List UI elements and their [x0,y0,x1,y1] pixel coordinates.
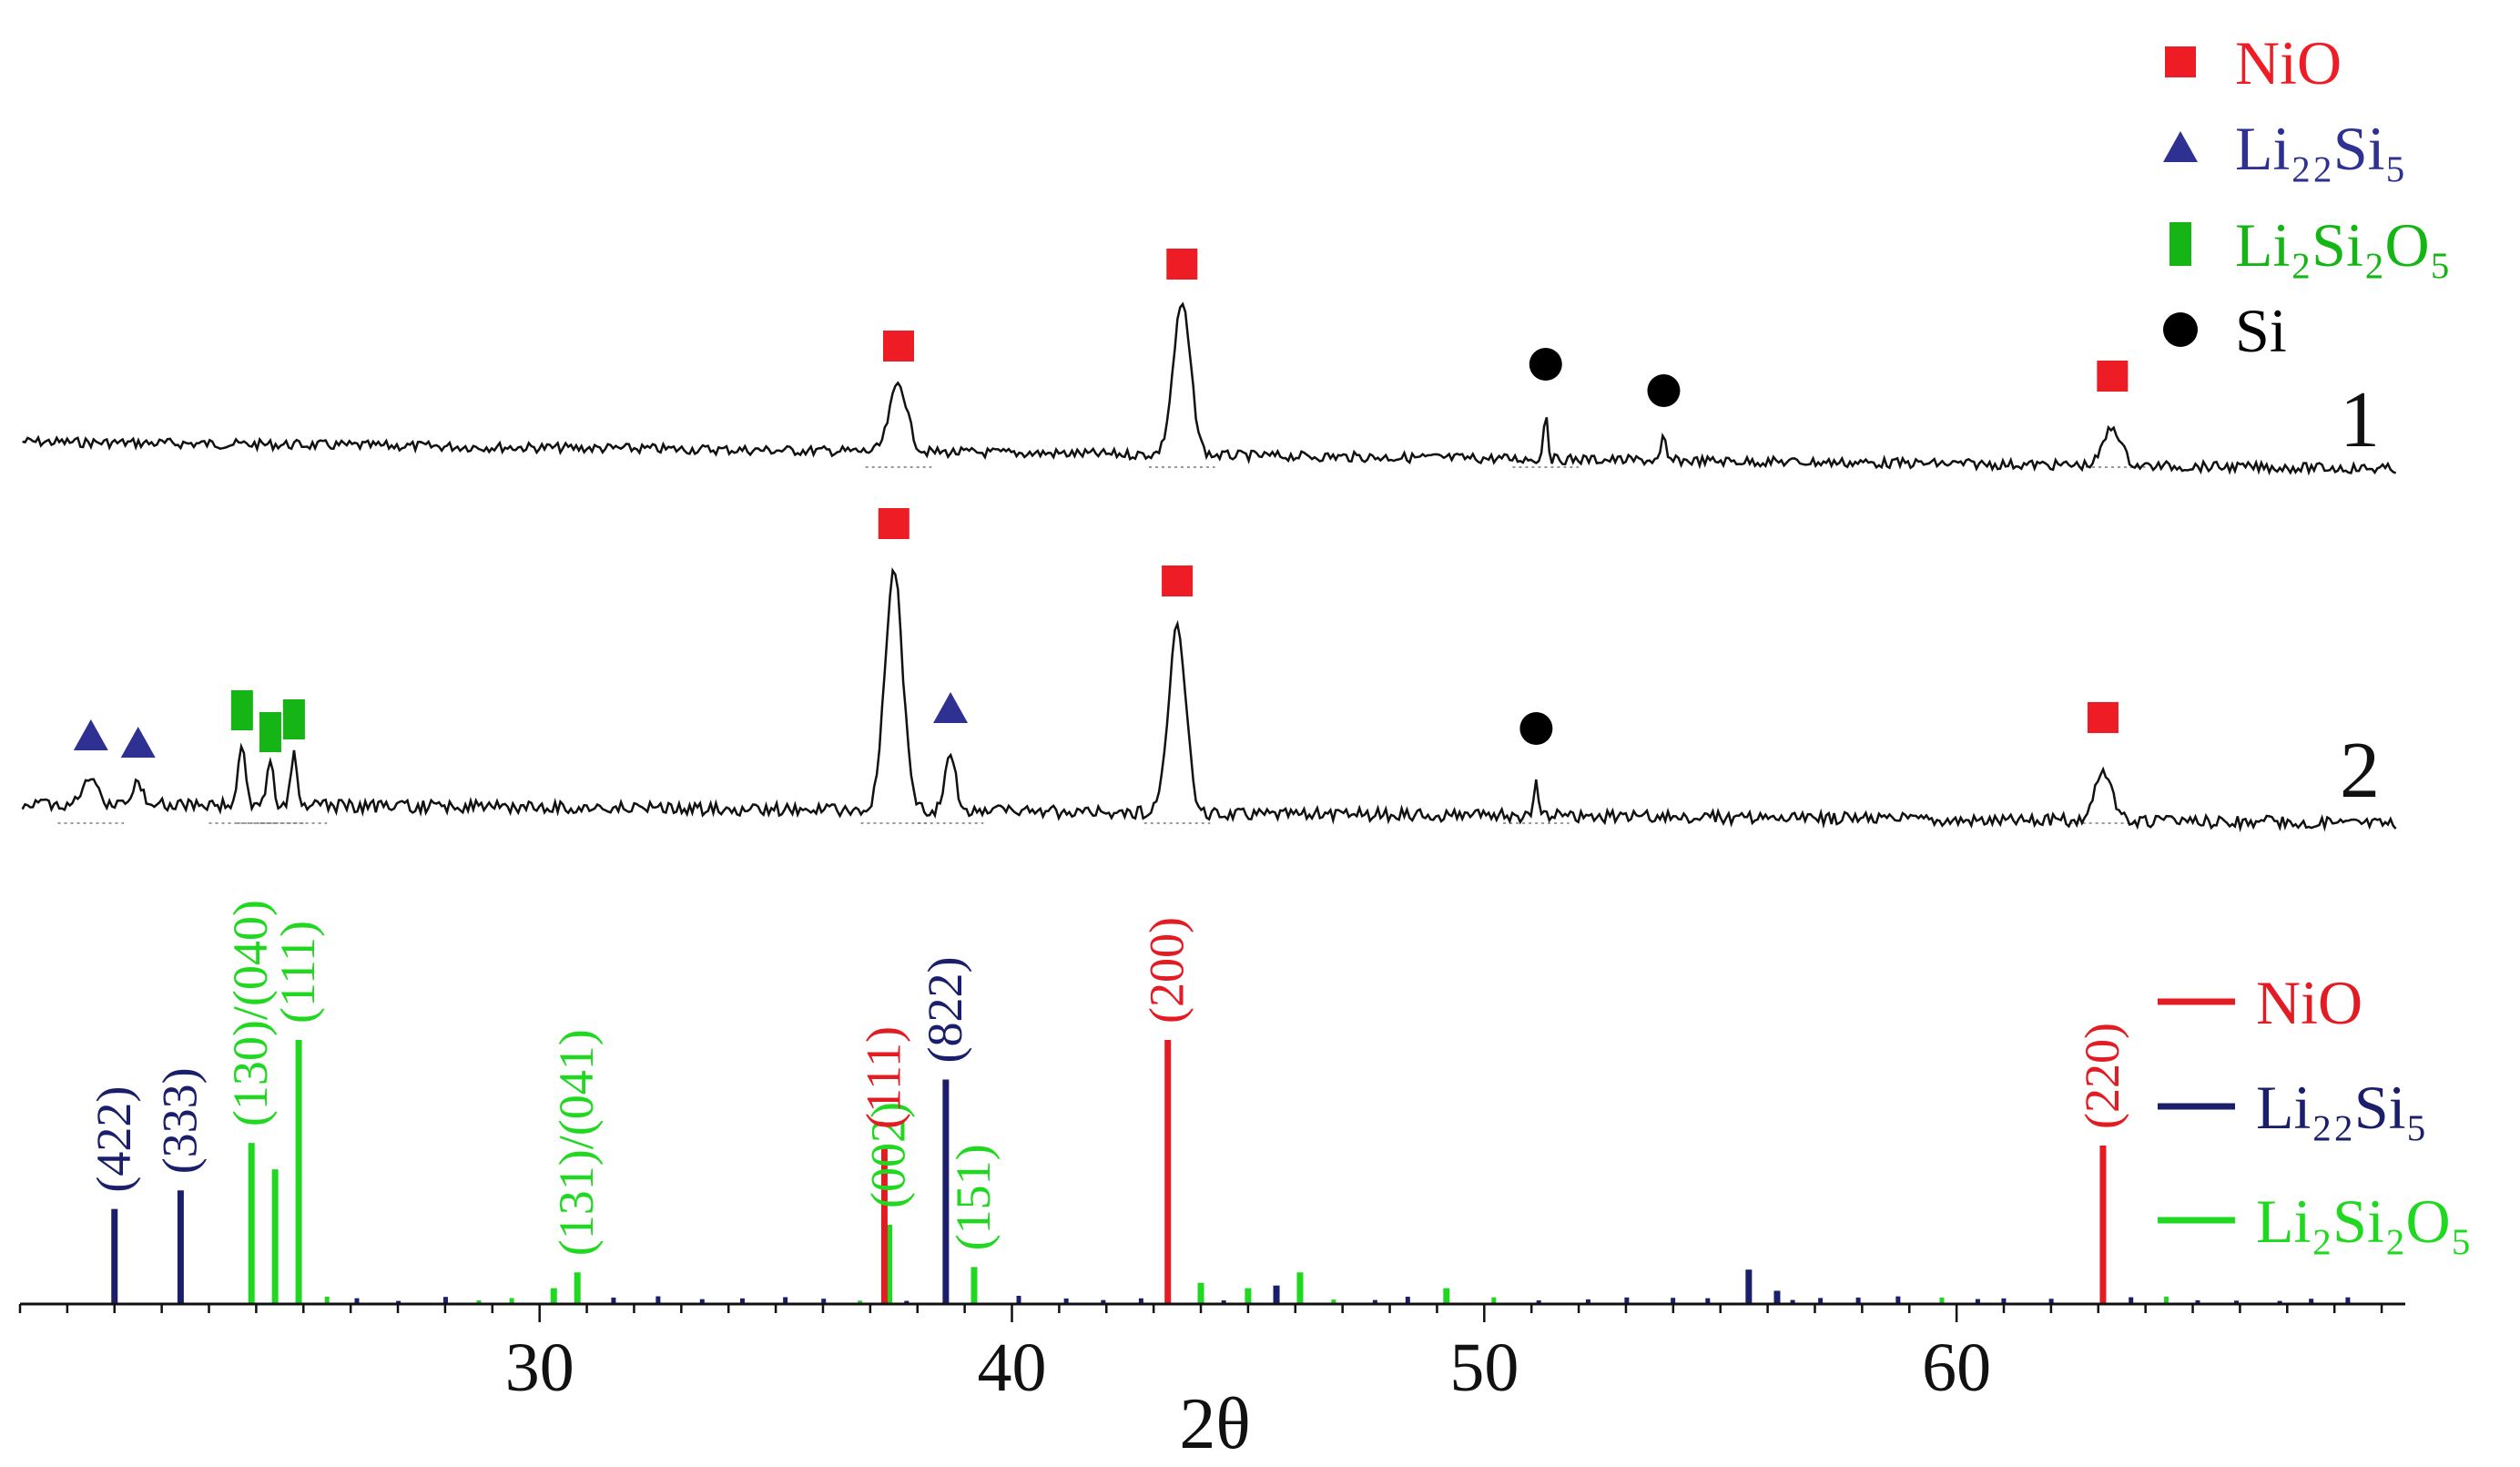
reference-label: (002) [861,1102,916,1208]
marker-legend: NiO Li₂₂Si₅ Li₂Si₂O₅ Si [2163,28,2451,365]
legend-circle-icon [2163,312,2198,347]
x-tick-label: 30 [505,1329,574,1406]
reference-label: (220) [2075,1023,2129,1129]
li22si5-marker-icon [73,719,108,750]
nio-marker-icon [878,508,909,539]
reference-lines [111,1040,2351,1304]
legend-square-icon [2165,46,2196,77]
reference-label: (131)/(041) [549,1029,604,1256]
legend-label: Li₂₂Si₅ [2235,114,2406,183]
reference-label: (111) [856,1026,910,1129]
nio-marker-icon [882,331,914,362]
legend-bar-icon [2169,222,2191,266]
nio-marker-icon [1166,249,1198,280]
si-marker-icon [1647,374,1681,407]
li22si5-marker-icon [120,727,156,758]
xrd-curve-2 [21,567,2397,833]
si-marker-icon [1519,712,1553,745]
reference-label: (422) [86,1086,141,1193]
reference-labels: (422) (333) (130)/(040)(111)(131)/(041) (00… [86,900,2129,1256]
phase-markers [73,249,2129,758]
x-axis-title: 2θ [1179,1384,1250,1464]
legend-label: Li₂₂Si₅ [2256,1073,2427,1142]
legend-triangle-icon [2163,131,2198,162]
nio-marker-icon [2097,361,2129,392]
li22si5-marker-icon [933,692,969,723]
curve-baselines [57,466,2146,824]
legend-label: Li₂Si₂O₅ [2235,210,2451,280]
x-tick-label: 40 [978,1329,1047,1406]
legend-label: Li₂Si₂O₅ [2256,1187,2472,1256]
li2si2o5-marker-icon [259,712,281,752]
li2si2o5-marker-icon [230,690,253,730]
reference-label: (130)/(040) [223,900,278,1126]
reference-label: (151) [946,1144,1001,1250]
line-legend: NiO Li₂₂Si₅ Li₂Si₂O₅ [2158,968,2472,1256]
reference-label: (333) [152,1067,207,1174]
x-axis: 30 40 50 60 2θ [18,1302,2405,1464]
legend-label: Si [2235,296,2287,365]
xrd-curve-1 [22,301,2397,476]
x-tick-label: 60 [1922,1329,1991,1406]
si-marker-icon [1529,348,1562,381]
legend-label: NiO [2256,968,2362,1037]
nio-marker-icon [2087,702,2119,733]
li2si2o5-marker-icon [282,699,305,739]
reference-label: (111) [270,921,325,1024]
xrd-curves [21,301,2397,833]
reference-label: (822) [918,957,972,1064]
curve-number-1: 1 [2340,376,2380,464]
x-tick-label: 50 [1449,1329,1519,1406]
nio-marker-icon [1162,565,1194,596]
curve-number-2: 2 [2340,727,2380,815]
curve-numbers: 12 [2340,376,2380,815]
reference-label: (200) [1140,917,1194,1024]
legend-label: NiO [2235,28,2342,97]
